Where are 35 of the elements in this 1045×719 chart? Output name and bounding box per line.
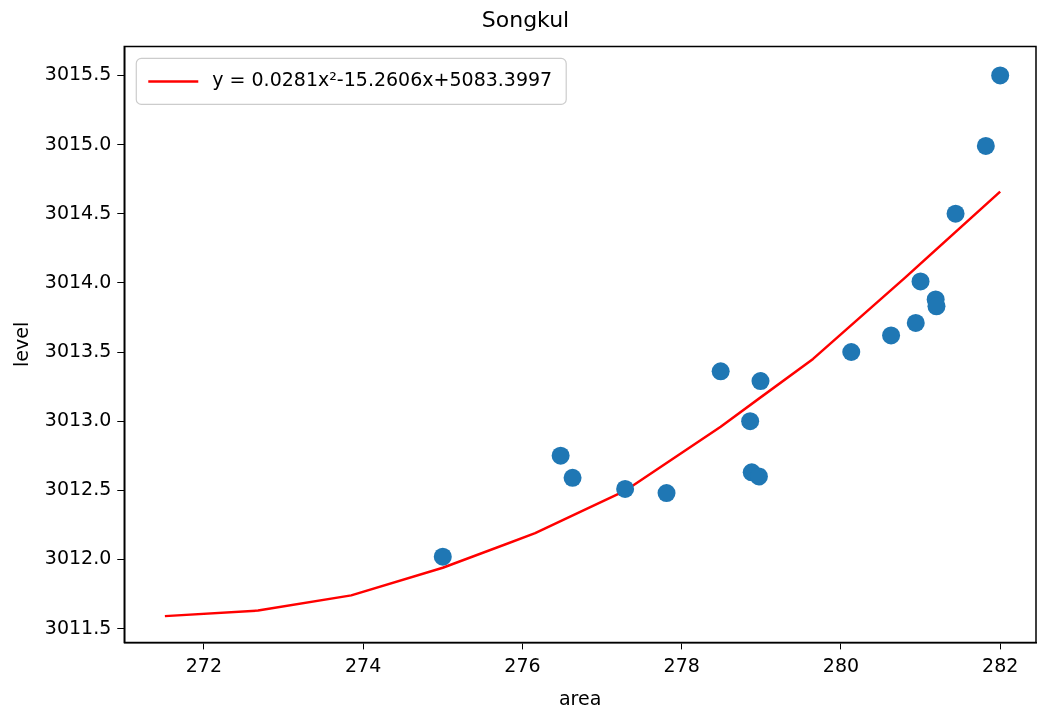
y-tick-label: 3013.5	[44, 338, 112, 361]
y-tick-label: 3012.0	[44, 546, 112, 569]
point	[711, 362, 730, 381]
point	[882, 326, 901, 345]
point	[657, 484, 676, 503]
y-tick-label: 3013.0	[44, 408, 112, 431]
point	[751, 372, 770, 391]
point	[911, 272, 930, 291]
point	[433, 547, 452, 566]
chart-title: Songkul	[481, 6, 570, 32]
point	[616, 479, 635, 498]
point	[749, 467, 768, 486]
point	[946, 204, 965, 223]
point	[551, 446, 570, 465]
x-tick-label: 274	[345, 653, 382, 676]
y-tick-label: 3015.5	[44, 62, 112, 85]
point	[976, 136, 995, 155]
x-tick-label: 280	[822, 653, 860, 676]
x-axis-title: area	[558, 686, 602, 709]
point	[842, 343, 861, 362]
y-tick-label: 3014.5	[44, 200, 112, 223]
y-tick-label: 3011.5	[44, 615, 112, 638]
point	[906, 313, 925, 332]
x-tick-label: 278	[663, 653, 700, 676]
y-tick-label: 3014.0	[44, 269, 112, 292]
legend-label: y = 0.0281x²-15.2606x+5083.3997	[212, 68, 553, 91]
x-tick-label: 272	[185, 653, 223, 676]
y-axis-title: level	[10, 321, 33, 367]
y-tick-label: 3015.0	[44, 131, 112, 154]
x-tick-label: 276	[504, 653, 541, 676]
point	[991, 66, 1010, 85]
x-tick-label: 282	[982, 653, 1019, 676]
point	[563, 468, 582, 487]
y-tick-label: 3012.5	[44, 477, 112, 500]
point	[741, 412, 760, 431]
